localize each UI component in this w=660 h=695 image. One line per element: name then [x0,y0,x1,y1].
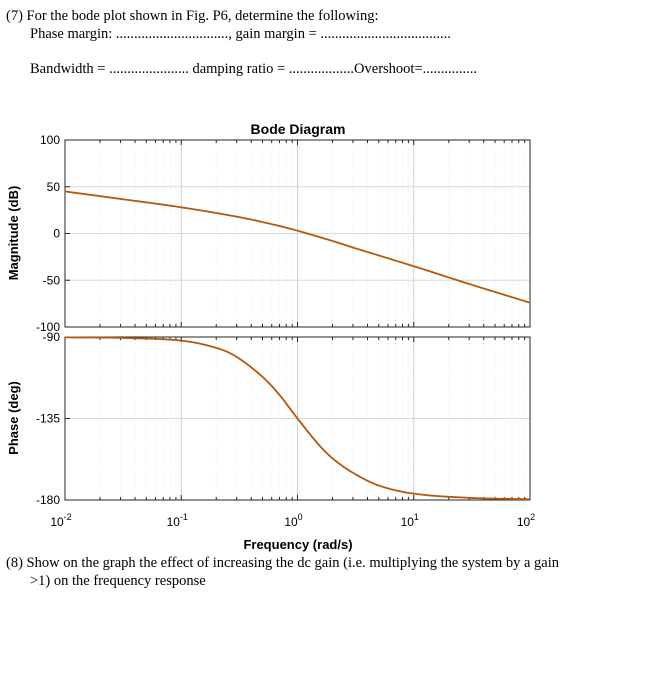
x-tick-exponent: 0 [298,512,303,522]
phase-response-line [64,336,531,501]
x-tick-exponent: -1 [180,512,188,522]
phase-y-tick-label: -90 [43,330,61,344]
magnitude-y-tick-label: -100 [36,320,60,334]
question-8-line-2: >1) on the frequency response [30,573,206,589]
x-tick-label: 100 [284,512,302,529]
magnitude-y-axis-label: Magnitude (dB) [6,186,21,281]
x-axis-label: Frequency (rad/s) [243,537,352,552]
phase-y-tick-label: -180 [36,493,60,507]
x-tick-exponent: 2 [530,512,535,522]
x-tick-label: 10-1 [167,512,188,529]
magnitude-y-tick-label: 0 [53,227,60,241]
magnitude-panel: 100 50 0 -50 -100 Magnitude (dB) [6,133,531,334]
phase-y-axis-label: Phase (deg) [6,381,21,455]
x-tick-exponent: 1 [414,512,419,522]
chart-title: Bode Diagram [251,121,346,137]
magnitude-response-line [64,190,531,304]
x-tick-exponent: -2 [64,512,72,522]
question-8-line-1: (8) Show on the graph the effect of incr… [6,555,560,571]
question-7-line-1: (7) For the bode plot shown in Fig. P6, … [6,8,379,24]
question-7-line-3: Bandwidth = ...................... dampi… [30,61,478,77]
x-tick-label: 101 [401,512,419,529]
magnitude-y-tick-label: 100 [40,133,60,147]
phase-y-tick-label: -135 [36,412,60,426]
phase-panel: -90 -135 -180 Phase (deg) [6,330,531,507]
magnitude-y-tick-label: 50 [47,180,61,194]
x-tick-label: 102 [517,512,535,529]
question-7-line-2: Phase margin: ..........................… [30,26,451,42]
x-tick-label: 10-2 [50,512,71,529]
magnitude-y-tick-label: -50 [43,273,61,287]
x-tick-labels: 10-2 10-1 100 101 102 [50,512,535,529]
